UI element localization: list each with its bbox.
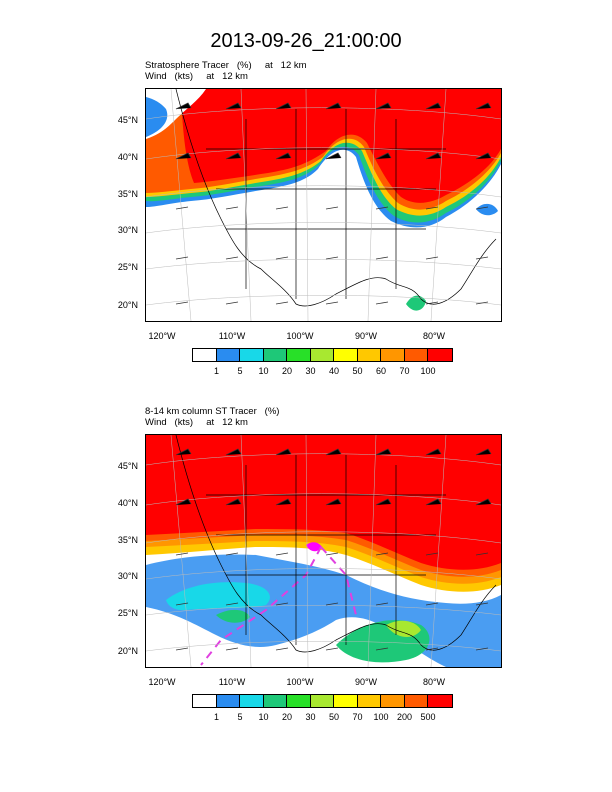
- colorbar-label: 20: [281, 366, 292, 376]
- colorbar-swatch: [240, 349, 264, 361]
- panel1-lon-label: 80°W: [422, 331, 446, 341]
- colorbar-label: 60: [375, 366, 386, 376]
- panel2-lon-label: 120°W: [148, 677, 176, 687]
- panel1-lon-label: 120°W: [148, 331, 176, 341]
- panel1-lat-label: 35°N: [117, 189, 138, 199]
- panel2-lon-label: 80°W: [422, 677, 446, 687]
- panel2-map-graphic: [146, 435, 501, 667]
- colorbar-label: 40: [328, 366, 339, 376]
- colorbar-swatch: [263, 695, 287, 707]
- colorbar-swatch: [381, 695, 405, 707]
- panel2-lon-label: 110°W: [218, 677, 246, 687]
- colorbar-label: 10: [258, 366, 269, 376]
- colorbar-label: 5: [237, 712, 243, 722]
- colorbar-swatch: [240, 695, 264, 707]
- panel1-lat-label: 30°N: [117, 225, 138, 235]
- panel1-lat-label: 40°N: [117, 152, 138, 162]
- panel1-lat-label: 25°N: [117, 262, 138, 272]
- panel2-lon-label: 90°W: [354, 677, 378, 687]
- panel2-lat-label: 45°N: [117, 461, 138, 471]
- colorbar-label: 50: [352, 366, 363, 376]
- colorbar-swatch: [216, 695, 240, 707]
- colorbar-label: 100: [373, 712, 389, 722]
- colorbar-swatch: [357, 349, 381, 361]
- panel2-lat-label: 20°N: [117, 646, 138, 656]
- panel2-lat-label: 25°N: [117, 608, 138, 618]
- panel1-lon-label: 100°W: [286, 331, 314, 341]
- colorbar-swatch: [310, 349, 334, 361]
- panel2-wind-label: Wind (kts) at 12 km: [145, 417, 248, 428]
- panel1-lon-label: 110°W: [218, 331, 246, 341]
- colorbar-swatch: [263, 349, 287, 361]
- panel1-map: [145, 88, 502, 322]
- figure-title: 2013-09-26_21:00:00: [210, 30, 402, 52]
- colorbar-swatch: [193, 349, 217, 361]
- colorbar-swatch: [357, 695, 381, 707]
- colorbar-swatch: [334, 349, 358, 361]
- colorbar-swatch: [310, 695, 334, 707]
- colorbar-swatch: [334, 695, 358, 707]
- panel2-lat-label: 35°N: [117, 535, 138, 545]
- panel2-lat-label: 30°N: [117, 571, 138, 581]
- colorbar-label: 1: [213, 712, 219, 722]
- panel2-field-label: 8-14 km column ST Tracer (%): [145, 406, 280, 417]
- panel2-map: [145, 434, 502, 668]
- colorbar-label: 30: [305, 712, 316, 722]
- colorbar-swatch: [381, 349, 405, 361]
- panel1-field-label: Stratosphere Tracer (%) at 12 km: [145, 60, 307, 71]
- colorbar-swatch: [428, 695, 452, 707]
- panel1-colorbar: [192, 348, 453, 362]
- colorbar-label: 50: [328, 712, 339, 722]
- panel1-lat-label: 45°N: [117, 115, 138, 125]
- colorbar-label: 20: [281, 712, 292, 722]
- colorbar-label: 100: [420, 366, 436, 376]
- colorbar-label: 70: [352, 712, 363, 722]
- colorbar-swatch: [193, 695, 217, 707]
- colorbar-swatch: [428, 349, 452, 361]
- colorbar-swatch: [287, 349, 311, 361]
- panel2-lat-label: 40°N: [117, 498, 138, 508]
- panel1-lat-label: 20°N: [117, 300, 138, 310]
- colorbar-swatch: [404, 349, 428, 361]
- colorbar-label: 200: [396, 712, 413, 722]
- colorbar-label: 70: [399, 366, 410, 376]
- panel1-wind-label: Wind (kts) at 12 km: [145, 71, 248, 82]
- colorbar-swatch: [404, 695, 428, 707]
- panel2-lon-label: 100°W: [286, 677, 314, 687]
- panel1-lon-label: 90°W: [354, 331, 378, 341]
- colorbar-label: 30: [305, 366, 316, 376]
- panel2-colorbar: [192, 694, 453, 708]
- colorbar-label: 500: [420, 712, 436, 722]
- colorbar-label: 1: [213, 366, 219, 376]
- colorbar-swatch: [287, 695, 311, 707]
- panel1-map-graphic: [146, 89, 501, 321]
- colorbar-label: 5: [237, 366, 243, 376]
- colorbar-swatch: [216, 349, 240, 361]
- colorbar-label: 10: [258, 712, 269, 722]
